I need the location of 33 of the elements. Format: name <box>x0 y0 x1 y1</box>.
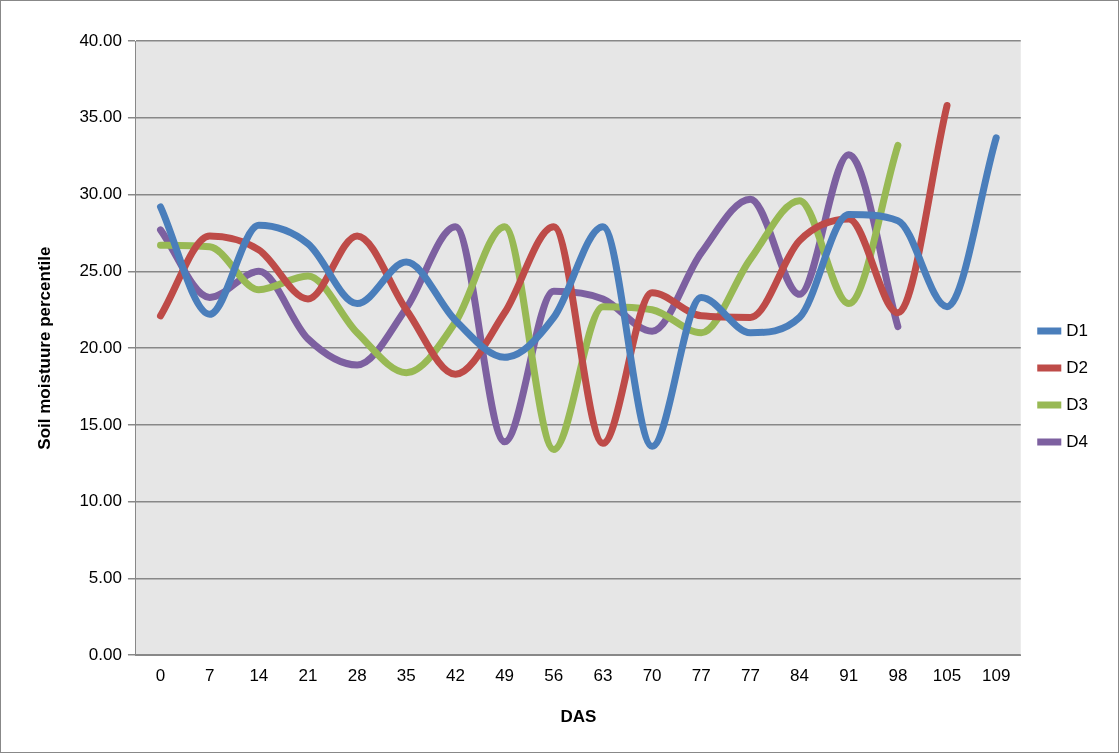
x-tick-label: 42 <box>446 666 465 686</box>
legend-label: D2 <box>1066 357 1088 377</box>
x-tick-label: 7 <box>204 666 215 686</box>
legend-label: D4 <box>1066 431 1088 451</box>
y-tick-label: 35.00 <box>79 107 122 127</box>
x-tick-label: 84 <box>790 666 810 686</box>
x-tick-label: 70 <box>642 666 662 686</box>
x-tick-label: 109 <box>982 666 1011 686</box>
x-tick-label: 0 <box>155 666 166 686</box>
legend-label: D3 <box>1066 394 1088 414</box>
y-tick-label: 15.00 <box>79 414 122 434</box>
y-tick-label: 20.00 <box>79 337 122 357</box>
x-tick-label: 28 <box>347 666 367 686</box>
y-tick-label: 40.00 <box>79 30 122 50</box>
x-tick-label: 21 <box>298 666 318 686</box>
y-tick-label: 0.00 <box>88 644 122 664</box>
x-tick-label: 63 <box>593 666 613 686</box>
x-tick-label: 56 <box>544 666 564 686</box>
x-tick-label: 91 <box>839 666 859 686</box>
y-tick-label: 30.00 <box>79 184 122 204</box>
legend-label: D1 <box>1066 320 1088 340</box>
x-tick-label: 98 <box>888 666 908 686</box>
x-axis-title: DAS <box>560 707 597 727</box>
x-tick-label: 77 <box>691 666 711 686</box>
y-axis-title: Soil moistuure percentile <box>34 246 54 450</box>
x-tick-label: 105 <box>932 666 962 686</box>
y-tick-label: 25.00 <box>79 261 122 281</box>
x-tick-label: 35 <box>396 666 416 686</box>
x-tick-label: 49 <box>495 666 515 686</box>
x-tick-label: 77 <box>740 666 760 686</box>
y-tick-label: 10.00 <box>79 491 122 511</box>
x-tick-label: 14 <box>249 666 269 686</box>
y-tick-label: 5.00 <box>88 568 122 588</box>
